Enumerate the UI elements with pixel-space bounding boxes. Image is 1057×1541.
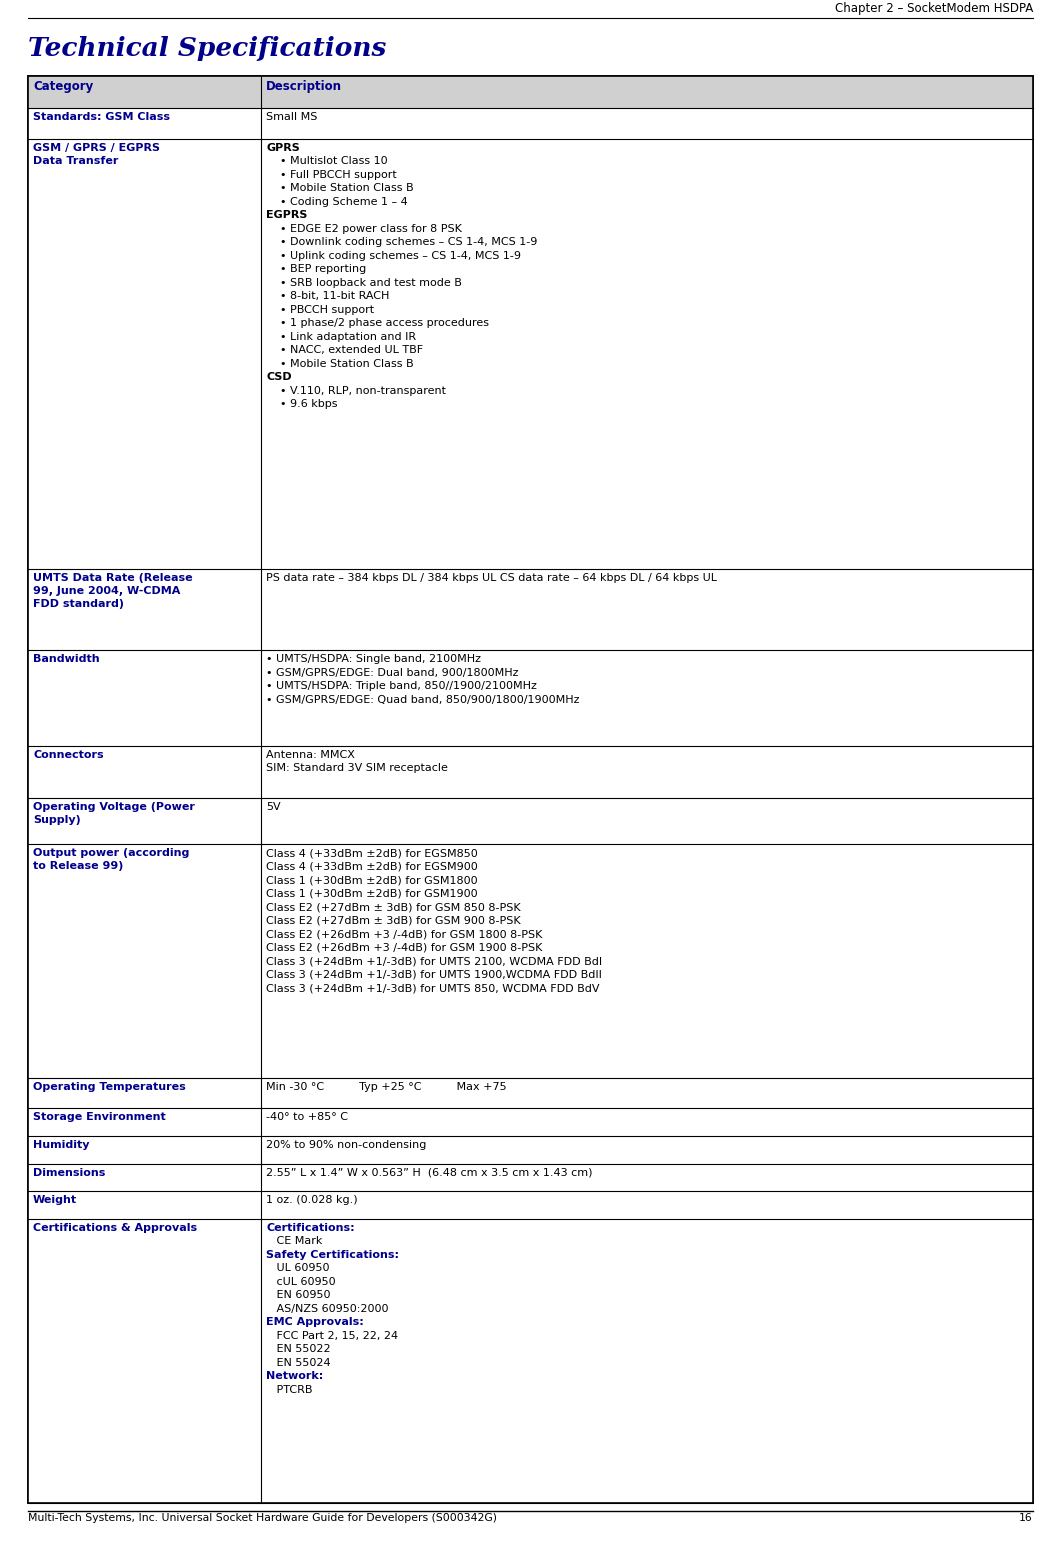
Text: CE Mark: CE Mark	[266, 1236, 322, 1247]
Bar	[27, 1136, 1033, 1163]
Text: EMC Approvals:: EMC Approvals:	[266, 1318, 364, 1327]
Bar	[27, 569, 1033, 650]
Text: Humidity: Humidity	[33, 1140, 90, 1150]
Text: • Mobile Station Class B: • Mobile Station Class B	[266, 359, 413, 368]
Text: • UMTS/HSDPA: Single band, 2100MHz: • UMTS/HSDPA: Single band, 2100MHz	[266, 655, 481, 664]
Bar	[27, 844, 1033, 1077]
Text: Certifications & Approvals: Certifications & Approvals	[33, 1224, 197, 1233]
Text: Class 3 (+24dBm +1/-3dB) for UMTS 850, WCDMA FDD BdV: Class 3 (+24dBm +1/-3dB) for UMTS 850, W…	[266, 983, 599, 992]
Text: Output power (according
to Release 99): Output power (according to Release 99)	[33, 848, 189, 871]
Text: Weight: Weight	[33, 1196, 77, 1205]
Bar	[27, 746, 1033, 798]
Text: Small MS: Small MS	[266, 112, 317, 122]
Bar	[27, 798, 1033, 844]
Text: -40° to +85° C: -40° to +85° C	[266, 1113, 348, 1122]
Text: 20% to 90% non-condensing: 20% to 90% non-condensing	[266, 1140, 427, 1150]
Text: AS/NZS 60950:2000: AS/NZS 60950:2000	[266, 1304, 389, 1314]
Text: • SRB loopback and test mode B: • SRB loopback and test mode B	[266, 277, 462, 288]
Text: • 9.6 kbps: • 9.6 kbps	[266, 399, 337, 410]
Text: GSM / GPRS / EGPRS
Data Transfer: GSM / GPRS / EGPRS Data Transfer	[33, 143, 160, 166]
Text: Class 1 (+30dBm ±2dB) for GSM1800: Class 1 (+30dBm ±2dB) for GSM1800	[266, 875, 478, 885]
Text: EN 55022: EN 55022	[266, 1344, 331, 1355]
Bar	[27, 1108, 1033, 1136]
Text: Class E2 (+27dBm ± 3dB) for GSM 850 8-PSK: Class E2 (+27dBm ± 3dB) for GSM 850 8-PS…	[266, 901, 521, 912]
Text: PS data rate – 384 kbps DL / 384 kbps UL CS data rate – 64 kbps DL / 64 kbps UL: PS data rate – 384 kbps DL / 384 kbps UL…	[266, 573, 717, 582]
Text: Storage Environment: Storage Environment	[33, 1113, 166, 1122]
Bar	[27, 76, 1033, 108]
Text: • 8-bit, 11-bit RACH: • 8-bit, 11-bit RACH	[266, 291, 390, 302]
Text: EN 60950: EN 60950	[266, 1290, 331, 1301]
Text: Dimensions: Dimensions	[33, 1168, 106, 1177]
Bar	[27, 650, 1033, 746]
Text: • PBCCH support: • PBCCH support	[266, 305, 374, 314]
Text: • Multislot Class 10: • Multislot Class 10	[266, 157, 388, 166]
Bar	[27, 108, 1033, 139]
Text: Connectors: Connectors	[33, 750, 104, 760]
Text: Class 1 (+30dBm ±2dB) for GSM1900: Class 1 (+30dBm ±2dB) for GSM1900	[266, 889, 478, 898]
Text: Class E2 (+26dBm +3 /-4dB) for GSM 1800 8-PSK: Class E2 (+26dBm +3 /-4dB) for GSM 1800 …	[266, 929, 542, 938]
Text: Class E2 (+27dBm ± 3dB) for GSM 900 8-PSK: Class E2 (+27dBm ± 3dB) for GSM 900 8-PS…	[266, 915, 521, 926]
Text: • BEP reporting: • BEP reporting	[266, 265, 367, 274]
Text: Safety Certifications:: Safety Certifications:	[266, 1250, 400, 1261]
Text: PTCRB: PTCRB	[266, 1385, 313, 1395]
Bar	[27, 1219, 1033, 1502]
Text: • Coding Scheme 1 – 4: • Coding Scheme 1 – 4	[266, 197, 408, 206]
Text: • 1 phase/2 phase access procedures: • 1 phase/2 phase access procedures	[266, 319, 489, 328]
Text: cUL 60950: cUL 60950	[266, 1277, 336, 1287]
Bar	[27, 1077, 1033, 1108]
Text: Description: Description	[266, 80, 342, 92]
Text: Operating Temperatures: Operating Temperatures	[33, 1082, 186, 1091]
Text: Min -30 °C          Typ +25 °C          Max +75: Min -30 °C Typ +25 °C Max +75	[266, 1082, 506, 1091]
Text: FCC Part 2, 15, 22, 24: FCC Part 2, 15, 22, 24	[266, 1331, 398, 1341]
Text: Class 3 (+24dBm +1/-3dB) for UMTS 1900,WCDMA FDD BdII: Class 3 (+24dBm +1/-3dB) for UMTS 1900,W…	[266, 969, 602, 980]
Text: 1 oz. (0.028 kg.): 1 oz. (0.028 kg.)	[266, 1196, 357, 1205]
Text: • Link adaptation and IR: • Link adaptation and IR	[266, 331, 416, 342]
Text: • GSM/GPRS/EDGE: Quad band, 850/900/1800/1900MHz: • GSM/GPRS/EDGE: Quad band, 850/900/1800…	[266, 695, 579, 704]
Text: 2.55” L x 1.4” W x 0.563” H  (6.48 cm x 3.5 cm x 1.43 cm): 2.55” L x 1.4” W x 0.563” H (6.48 cm x 3…	[266, 1168, 593, 1177]
Text: • NACC, extended UL TBF: • NACC, extended UL TBF	[266, 345, 423, 356]
Text: 16: 16	[1019, 1513, 1033, 1523]
Text: Class 3 (+24dBm +1/-3dB) for UMTS 2100, WCDMA FDD BdI: Class 3 (+24dBm +1/-3dB) for UMTS 2100, …	[266, 955, 602, 966]
Text: • GSM/GPRS/EDGE: Dual band, 900/1800MHz: • GSM/GPRS/EDGE: Dual band, 900/1800MHz	[266, 667, 519, 678]
Text: • Mobile Station Class B: • Mobile Station Class B	[266, 183, 413, 194]
Text: CSD: CSD	[266, 373, 292, 382]
Text: 5V: 5V	[266, 801, 281, 812]
Text: • V.110, RLP, non-transparent: • V.110, RLP, non-transparent	[266, 385, 446, 396]
Text: • Full PBCCH support: • Full PBCCH support	[266, 170, 397, 180]
Text: Multi-Tech Systems, Inc. Universal Socket Hardware Guide for Developers (S000342: Multi-Tech Systems, Inc. Universal Socke…	[27, 1513, 497, 1523]
Text: EGPRS: EGPRS	[266, 211, 308, 220]
Text: Technical Specifications: Technical Specifications	[27, 35, 387, 62]
Text: UL 60950: UL 60950	[266, 1264, 330, 1273]
Text: Certifications:: Certifications:	[266, 1224, 355, 1233]
Text: Class E2 (+26dBm +3 /-4dB) for GSM 1900 8-PSK: Class E2 (+26dBm +3 /-4dB) for GSM 1900 …	[266, 943, 542, 952]
Text: Antenna: MMCX: Antenna: MMCX	[266, 750, 355, 760]
Text: • Downlink coding schemes – CS 1-4, MCS 1-9: • Downlink coding schemes – CS 1-4, MCS …	[266, 237, 538, 248]
Text: SIM: Standard 3V SIM receptacle: SIM: Standard 3V SIM receptacle	[266, 763, 448, 774]
Text: Operating Voltage (Power
Supply): Operating Voltage (Power Supply)	[33, 801, 194, 824]
Text: GPRS: GPRS	[266, 143, 300, 153]
Text: Bandwidth: Bandwidth	[33, 655, 99, 664]
Text: • Uplink coding schemes – CS 1-4, MCS 1-9: • Uplink coding schemes – CS 1-4, MCS 1-…	[266, 251, 521, 260]
Text: Class 4 (+33dBm ±2dB) for EGSM850: Class 4 (+33dBm ±2dB) for EGSM850	[266, 848, 478, 858]
Bar	[27, 1191, 1033, 1219]
Text: UMTS Data Rate (Release
99, June 2004, W-CDMA
FDD standard): UMTS Data Rate (Release 99, June 2004, W…	[33, 573, 192, 610]
Bar	[27, 1163, 1033, 1191]
Text: • UMTS/HSDPA: Triple band, 850//1900/2100MHz: • UMTS/HSDPA: Triple band, 850//1900/210…	[266, 681, 537, 692]
Text: Class 4 (+33dBm ±2dB) for EGSM900: Class 4 (+33dBm ±2dB) for EGSM900	[266, 861, 478, 872]
Text: Network:: Network:	[266, 1371, 323, 1381]
Text: Category: Category	[33, 80, 93, 92]
Text: EN 55024: EN 55024	[266, 1358, 331, 1368]
Bar	[27, 139, 1033, 569]
Text: Chapter 2 – SocketModem HSDPA: Chapter 2 – SocketModem HSDPA	[835, 2, 1033, 15]
Text: Standards: GSM Class: Standards: GSM Class	[33, 112, 170, 122]
Text: • EDGE E2 power class for 8 PSK: • EDGE E2 power class for 8 PSK	[266, 223, 462, 234]
